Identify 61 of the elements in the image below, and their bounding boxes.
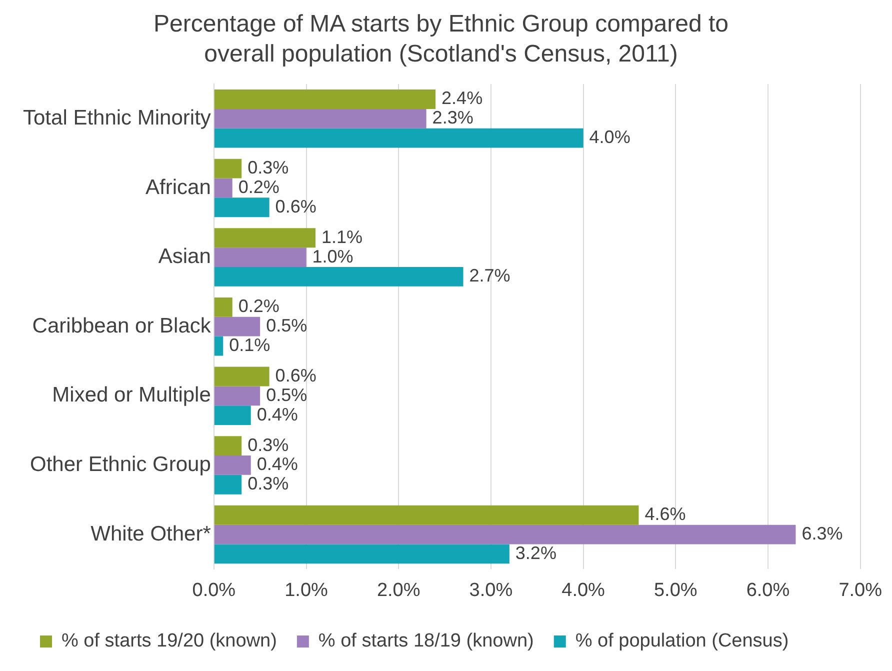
data-label: 0.4% [256,454,298,474]
bar [214,386,260,406]
data-label: 3.2% [515,542,556,563]
x-tick-label: 2.0% [376,580,420,601]
bar [214,366,270,386]
x-tick-label: 7.0% [838,580,882,601]
data-label: 6.3% [802,524,843,544]
data-label: 2.7% [469,266,510,286]
x-tick-label: 4.0% [562,580,606,601]
bar [214,336,224,356]
data-label: 0.3% [248,434,289,455]
bar [214,248,306,267]
bar [214,158,242,178]
data-label: 0.5% [266,316,308,336]
bar [214,297,232,317]
bar [214,524,796,544]
bar [214,505,639,525]
bar [214,474,242,494]
data-label: 4.0% [589,127,630,148]
bar [214,90,436,109]
bar [214,266,464,286]
y-tick-label: African [146,176,211,199]
y-tick-label: Other Ethnic Group [30,453,211,476]
x-tick-label: 1.0% [284,580,328,601]
x-tick-label: 3.0% [469,580,513,601]
data-label: 0.1% [229,334,270,355]
y-tick-label: White Other* [90,522,211,546]
data-label: 2.4% [442,88,483,108]
y-tick-label: Total Ethnic Minority [22,106,212,130]
bar [214,198,270,218]
data-label: 2.3% [432,108,474,128]
data-label: 0.4% [256,404,298,424]
data-label: 0.2% [238,296,280,316]
bar [214,228,316,248]
data-label: 1.1% [321,226,363,247]
data-label: 0.6% [275,365,316,386]
data-label: 0.2% [238,176,280,197]
legend-label: % of population (Census) [575,630,789,652]
bar [214,436,242,456]
data-label: 0.6% [275,196,316,216]
bar [214,406,251,426]
legend-label: % of starts 18/19 (known) [318,630,534,652]
bar [214,128,584,148]
data-label: 4.6% [644,504,686,524]
y-tick-label: Caribbean or Black [32,314,212,338]
x-tick-label: 6.0% [746,580,790,601]
bar [214,178,232,198]
bar [214,544,510,564]
legend-label: % of starts 19/20 (known) [62,630,277,652]
chart-title: Percentage of MA starts by Ethnic Group compared to overall population (Scotland's Census, 2011) [154,10,728,68]
x-tick-label: 5.0% [654,580,698,601]
data-label: 0.3% [248,474,289,494]
y-tick-label: Asian [158,245,211,268]
data-label: 0.3% [248,158,289,178]
bar [214,456,251,475]
data-label: 1.0% [312,246,354,266]
data-label: 0.5% [266,384,308,405]
bar [214,108,426,128]
y-tick-label: Mixed or Multiple [52,384,211,407]
x-tick-label: 0.0% [192,580,236,601]
bar [214,316,260,336]
